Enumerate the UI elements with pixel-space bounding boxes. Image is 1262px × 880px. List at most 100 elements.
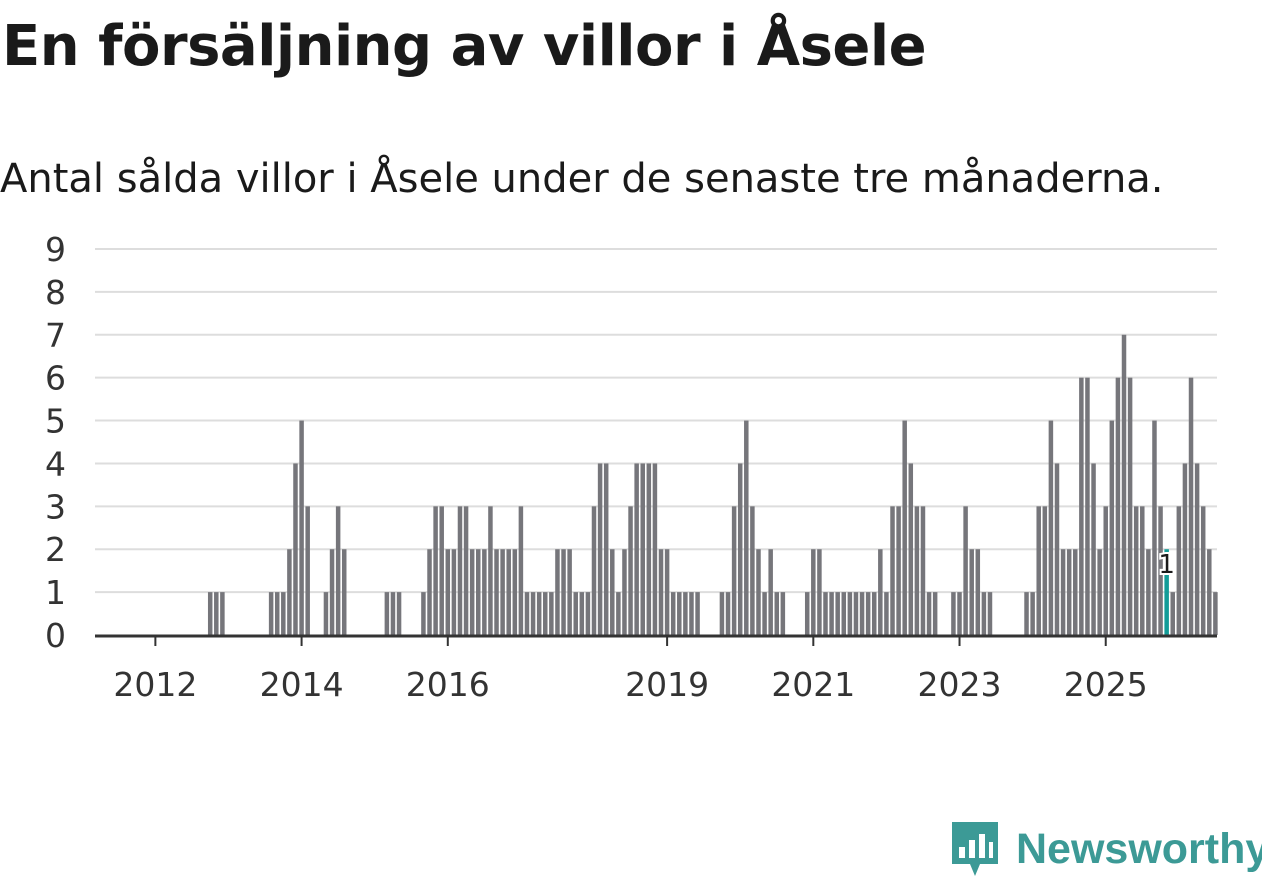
bar [1194,463,1200,635]
bar [268,592,274,635]
bar [884,592,889,635]
y-tick-label: 7 [45,316,66,355]
bar [494,549,499,635]
bar [981,592,987,635]
bar [1103,506,1108,635]
bar [853,592,859,635]
bar [1091,463,1096,635]
y-tick-label: 5 [45,402,66,441]
bar [299,420,304,635]
bar [932,592,938,635]
bar [1036,506,1041,635]
bar [1030,592,1035,635]
bar [591,506,597,635]
bar [683,592,688,635]
bar [323,592,329,635]
y-tick-label: 3 [45,487,66,526]
bar [1152,420,1157,635]
bar [951,592,956,635]
bar [963,506,968,635]
y-tick-label: 8 [45,273,66,312]
bar [652,463,658,635]
y-tick-label: 0 [45,616,66,655]
bar [957,592,962,635]
bar [579,592,585,635]
bar [628,506,633,635]
bar [896,506,901,635]
bar [1200,506,1206,635]
bar [1109,420,1115,635]
bar [1079,377,1084,635]
bar [281,592,286,635]
bar [220,592,225,635]
bar [427,549,432,635]
bar [835,592,840,635]
bar [914,506,920,635]
bar [463,506,469,635]
labels: 0 1 2 3 45 6 7 8 9 1 2012 2014 2016 2019 2021 2023 2025 [45,230,1177,704]
bar [1170,592,1175,635]
bar [780,592,786,635]
bar [658,549,664,635]
bar [890,506,895,635]
bar [762,592,767,635]
bar [847,592,853,635]
bar [530,592,536,635]
bar [1073,549,1078,635]
bar [335,506,341,635]
bar [1085,377,1090,635]
x-tick-label: 2012 [113,665,197,704]
bar [1188,377,1194,635]
bar [1121,334,1127,635]
bar [287,549,292,635]
axes [95,634,1217,646]
bar [610,549,615,635]
brand-name: Newsworthy [1016,825,1262,873]
bar [561,549,566,635]
bar [1207,549,1212,635]
bar [865,592,871,635]
brand-logo: Newsworthy [950,818,1262,880]
bar [975,549,981,635]
bar [1182,463,1188,635]
bar [482,549,487,635]
bar [536,592,542,635]
bar [902,420,907,635]
bar [585,592,591,635]
bar [634,463,639,635]
x-tick-label: 2023 [918,665,1002,704]
bar [829,592,834,635]
bar [695,592,700,635]
chart-title: En försäljning av villor i Åsele [2,14,927,79]
bar [622,549,627,635]
bar [811,549,816,635]
data-label: 1 [1158,550,1175,580]
x-tick-label: 2016 [406,665,490,704]
bar [512,549,518,635]
bar [488,506,493,635]
bar [274,592,280,635]
bar [859,592,865,635]
bar [1213,592,1218,635]
bar [878,549,883,635]
bar [756,549,761,635]
bar [725,592,731,635]
bar [1133,506,1139,635]
bar [518,506,524,635]
y-tick-label: 2 [45,530,66,569]
bar [384,592,390,635]
bar [1054,463,1060,635]
bars [207,334,1218,635]
bar [823,592,828,635]
bar [567,549,572,635]
bar [207,592,213,635]
bar [841,592,847,635]
bar [214,592,219,635]
bar [1042,506,1048,635]
bar [817,549,822,635]
bar [597,463,603,635]
bar [750,506,755,635]
bar [969,549,974,635]
bar [549,592,554,635]
